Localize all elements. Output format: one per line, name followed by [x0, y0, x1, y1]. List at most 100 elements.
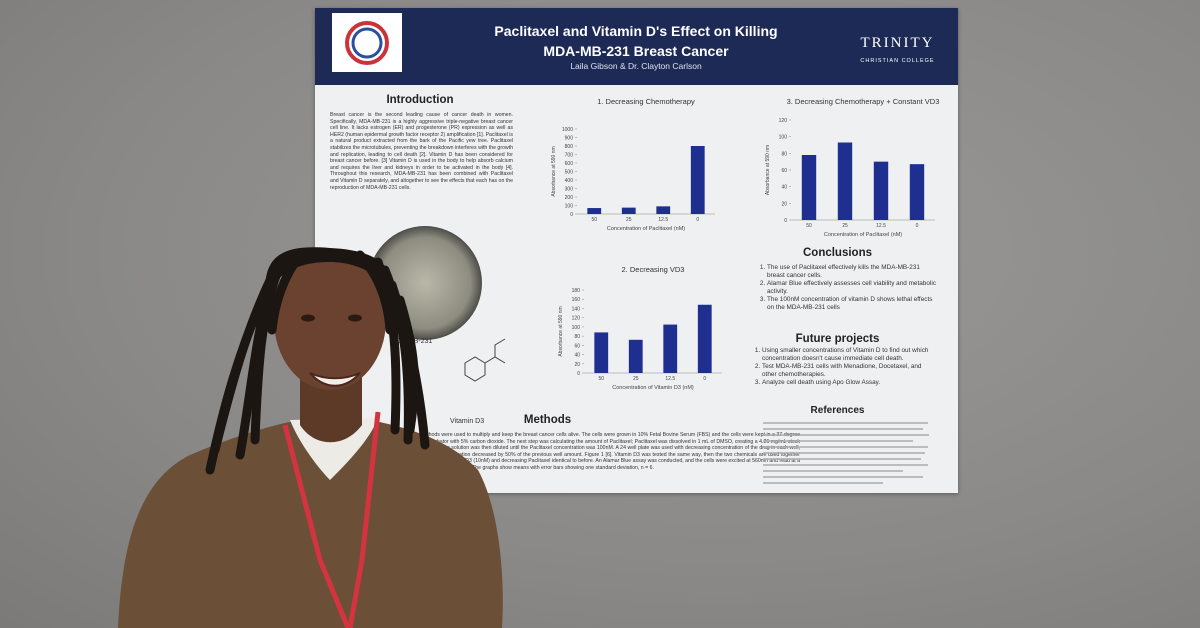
references-text: [763, 422, 929, 484]
x-tick-label: 12.5: [658, 217, 668, 223]
bar: [909, 164, 925, 220]
chart: 2. Decreasing VD3 0 20 40 60 80 100 120 140 160 18…: [558, 265, 722, 390]
logo-graphic: [345, 21, 389, 65]
bar: [656, 206, 671, 214]
bar: [690, 146, 705, 214]
y-tick-label: 1000: [562, 127, 573, 133]
x-tick-label: 25: [842, 223, 848, 229]
locs: [205, 250, 430, 475]
bar: [621, 207, 636, 214]
intro-text: Breast cancer is the second leading caus…: [330, 112, 513, 191]
y-tick-label: 100: [565, 204, 574, 210]
neck: [300, 370, 362, 443]
y-tick-label: 160: [572, 297, 581, 303]
bar: [587, 208, 602, 214]
x-tick-label: 25: [633, 376, 639, 382]
y-tick-label: 40: [574, 353, 580, 359]
institution-name: TRINITY: [860, 35, 935, 51]
future-list: Using smaller concentrations of Vitamin …: [752, 347, 932, 387]
y-tick-label: 800: [565, 144, 574, 150]
y-tick-label: 100: [779, 135, 788, 141]
x-tick-label: 50: [806, 223, 812, 229]
chart: 3. Decreasing Chemotherapy + Constant VD…: [765, 97, 940, 238]
y-tick-label: 200: [565, 195, 574, 201]
y-tick-label: 140: [572, 306, 581, 312]
y-tick-label: 180: [572, 288, 581, 294]
conclusions-list: The use of Paclitaxel effectively kills …: [757, 264, 937, 312]
y-tick-label: 20: [574, 362, 580, 368]
x-axis-label: Concentration of Vitamin D3 (nM): [612, 385, 694, 390]
y-tick-label: 100: [572, 325, 581, 331]
x-tick-label: 25: [626, 217, 632, 223]
list-item: The use of Paclitaxel effectively kills …: [767, 264, 937, 280]
eye: [348, 314, 362, 322]
y-tick-label: 40: [781, 185, 787, 191]
y-tick-label: 500: [565, 170, 574, 176]
bar: [697, 304, 712, 373]
x-axis-label: Concentration of Paclitaxel (nM): [824, 232, 902, 238]
y-axis-label: Absorbance at 590 nm: [558, 306, 564, 356]
y-tick-label: 600: [565, 161, 574, 167]
chart-title: 2. Decreasing VD3: [622, 265, 685, 274]
poster-title: Paclitaxel and Vitamin D's Effect on Kil…: [494, 23, 778, 39]
list-item: Test MDA-MB-231 cells with Menadione, Do…: [762, 363, 932, 379]
x-tick-label: 0: [703, 376, 706, 382]
x-tick-label: 50: [591, 217, 597, 223]
list-item: Alamar Blue effectively assesses cell vi…: [767, 280, 937, 296]
bar: [873, 161, 889, 220]
x-tick-label: 0: [696, 217, 699, 223]
y-axis-label: Absorbance at 590 nm: [551, 146, 557, 196]
y-tick-label: 120: [572, 316, 581, 322]
y-tick-label: 60: [781, 168, 787, 174]
section-heading: Future projects: [795, 333, 880, 345]
eye: [301, 314, 315, 322]
conference-logo: [332, 13, 402, 72]
y-tick-label: 0: [784, 218, 787, 224]
y-tick-label: 0: [577, 371, 580, 377]
x-tick-label: 12.5: [876, 223, 886, 229]
y-tick-label: 0: [570, 212, 573, 218]
logo-ring: [351, 27, 383, 59]
x-tick-label: 12.5: [665, 376, 675, 382]
y-tick-label: 80: [574, 334, 580, 340]
institution-subtitle: CHRISTIAN COLLEGE: [860, 58, 935, 64]
chart-title: 1. Decreasing Chemotherapy: [597, 97, 695, 106]
bar: [663, 324, 678, 373]
x-tick-label: 50: [598, 376, 604, 382]
y-tick-label: 60: [574, 343, 580, 349]
chart-title: 3. Decreasing Chemotherapy + Constant VD…: [787, 97, 940, 106]
x-tick-label: 0: [916, 223, 919, 229]
y-tick-label: 120: [779, 118, 788, 124]
lanyard: [282, 411, 381, 628]
smile: [309, 372, 361, 387]
reference-lines: [763, 422, 929, 484]
list-item: The 100nM concentration of vitamin D sho…: [767, 296, 937, 312]
y-tick-label: 20: [781, 201, 787, 207]
bar: [628, 339, 643, 373]
y-tick-label: 400: [565, 178, 574, 184]
section-heading: References: [810, 405, 865, 416]
poster-title: MDA-MB-231 Breast Cancer: [543, 43, 729, 59]
bar: [594, 332, 609, 373]
poster: Paclitaxel and Vitamin D's Effect on Kil…: [315, 8, 958, 493]
bar: [837, 142, 853, 220]
molecule-structure: [464, 338, 506, 382]
section-heading: Methods: [523, 414, 572, 426]
section-heading: Introduction: [386, 94, 454, 106]
figure-label: Vitamin D3: [450, 418, 485, 425]
y-axis-label: Absorbance at 590 nm: [765, 145, 771, 195]
list-item: Analyze cell death using Apo Glow Assay.: [762, 379, 932, 387]
section-heading: Conclusions: [802, 247, 872, 259]
y-tick-label: 80: [781, 151, 787, 157]
chart: 1. Decreasing Chemotherapy 0 100 200 300 400 5…: [551, 97, 715, 232]
poster-authors: Laila Gibson & Dr. Clayton Carlson: [570, 61, 702, 71]
face: [274, 250, 386, 390]
y-tick-label: 900: [565, 136, 574, 142]
bar: [801, 155, 817, 220]
methods-text: Methods were used to multiply and keep t…: [420, 432, 800, 471]
x-axis-label: Concentration of Paclitaxel (nM): [607, 226, 685, 232]
logo-ring: [345, 21, 389, 65]
list-item: Using smaller concentrations of Vitamin …: [762, 347, 932, 363]
